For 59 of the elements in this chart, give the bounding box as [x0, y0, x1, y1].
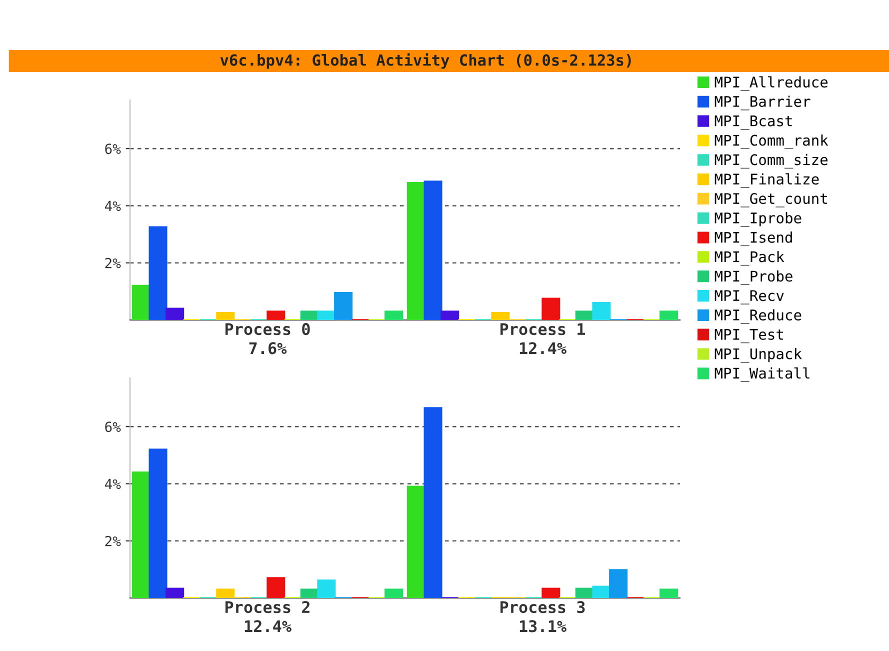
bar [406, 182, 426, 320]
legend-label: MPI_Get_count [714, 193, 827, 208]
bar [660, 310, 678, 320]
x-tick-label: Process 0 7.6% [225, 323, 310, 354]
bar [334, 292, 353, 320]
bar [440, 310, 460, 320]
y-tick-label: 4% [104, 200, 121, 212]
bar [216, 588, 235, 598]
bar [575, 588, 594, 598]
legend-label: MPI_Comm_size [714, 154, 828, 168]
bar [166, 588, 184, 598]
y-tick-label: 6% [105, 144, 121, 154]
y-tick-label: 2% [105, 536, 121, 546]
bar [384, 310, 404, 320]
legend-label: MPI_Iprobe [714, 212, 802, 227]
bar [300, 588, 319, 598]
bar [148, 226, 168, 320]
bar [148, 448, 168, 598]
chart-title: v6c.bpv4: Global Activity Chart (0.0s-2.123s) [220, 53, 631, 69]
bar [317, 310, 336, 320]
bar [216, 312, 235, 320]
bar [317, 579, 336, 598]
legend-label: MPI_Recv [714, 290, 784, 304]
y-tick-label: 2% [105, 258, 121, 268]
y-tick-label: 4% [104, 478, 121, 490]
bar [542, 588, 560, 598]
legend-label: MPI_Comm_rank [714, 134, 828, 150]
legend-label: MPI_Reduce [714, 309, 802, 324]
legend-label: MPI_Unpack [714, 348, 802, 363]
bar [660, 588, 678, 598]
bar [166, 308, 184, 320]
x-tick-label: Process 1 12.4% [500, 323, 586, 354]
bar [406, 486, 426, 598]
bar [266, 577, 286, 598]
legend-label: MPI_Allreduce [714, 76, 828, 91]
bar [132, 471, 150, 598]
bar [609, 569, 628, 598]
bar [592, 302, 611, 320]
bar [132, 284, 150, 320]
x-tick-label: Process 3 13.1% [500, 601, 585, 632]
legend-label: MPI_Isend [714, 232, 792, 246]
legend-label: MPI_Waitall [714, 367, 810, 382]
bar [424, 180, 442, 320]
bar [592, 586, 611, 598]
legend-label: MPI_Test [714, 329, 784, 344]
legend-label: MPI_Pack [714, 250, 784, 266]
bar [266, 310, 286, 320]
bar [384, 588, 404, 598]
y-tick-label: 6% [105, 422, 121, 432]
bar [542, 298, 560, 320]
bar [491, 312, 510, 320]
legend-label: MPI_Barrier [714, 96, 810, 110]
bar [300, 310, 319, 320]
bar [424, 407, 442, 598]
x-tick-label: Process 2 12.4% [225, 601, 310, 632]
legend-label: MPI_Finalize [714, 173, 819, 188]
legend-label: MPI_Bcast [714, 116, 792, 130]
legend-label: MPI_Probe [714, 270, 792, 285]
bar [575, 310, 594, 320]
